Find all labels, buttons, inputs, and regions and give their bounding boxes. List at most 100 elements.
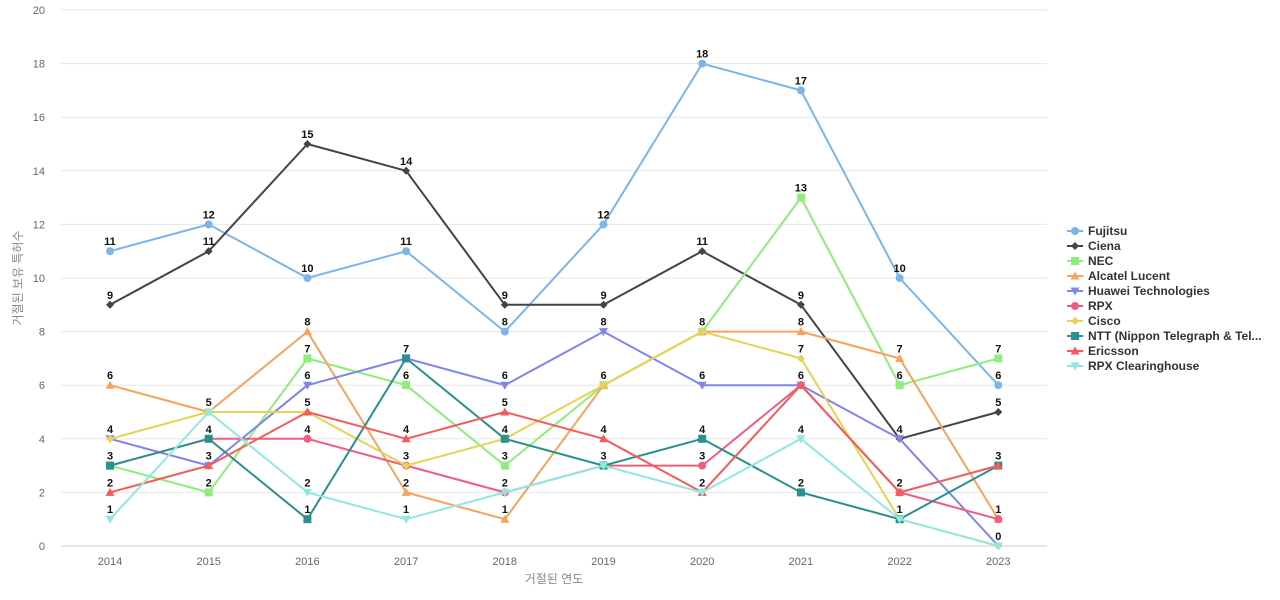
data-point bbox=[302, 407, 312, 416]
data-label: 6 bbox=[897, 370, 903, 382]
data-label: 1 bbox=[403, 504, 409, 516]
legend-label: RPX bbox=[1088, 299, 1113, 313]
series-line bbox=[109, 143, 999, 440]
data-label: 4 bbox=[897, 424, 904, 436]
data-label: 5 bbox=[502, 397, 508, 409]
legend-label: NTT (Nippon Telegraph & Tel... bbox=[1088, 329, 1262, 343]
data-label: 12 bbox=[597, 209, 609, 221]
data-label: 7 bbox=[403, 343, 409, 355]
data-label: 3 bbox=[107, 451, 113, 463]
legend-item[interactable]: Ericsson bbox=[1067, 344, 1139, 358]
data-label: 4 bbox=[206, 424, 213, 436]
data-label: 14 bbox=[400, 156, 413, 168]
legend-marker bbox=[1071, 242, 1079, 250]
data-label: 6 bbox=[403, 370, 409, 382]
data-label: 7 bbox=[798, 343, 804, 355]
data-label: 3 bbox=[206, 451, 212, 463]
data-point bbox=[402, 166, 411, 175]
data-labels: 1196432112115432151087654211411764321986… bbox=[104, 49, 1001, 543]
data-label: 4 bbox=[798, 424, 805, 436]
legend-marker bbox=[1071, 257, 1079, 265]
legend-item[interactable]: NTT (Nippon Telegraph & Tel... bbox=[1067, 329, 1262, 343]
legend-marker bbox=[1071, 332, 1079, 340]
y-tick-label: 14 bbox=[33, 166, 45, 178]
x-tick-label: 2014 bbox=[98, 556, 122, 568]
data-label: 4 bbox=[502, 424, 509, 436]
data-label: 2 bbox=[107, 477, 113, 489]
legend-marker bbox=[1071, 317, 1079, 325]
data-point bbox=[796, 300, 805, 309]
data-label: 6 bbox=[995, 370, 1001, 382]
data-label: 11 bbox=[203, 236, 215, 248]
data-point bbox=[106, 434, 114, 443]
data-point bbox=[796, 380, 806, 389]
data-point bbox=[402, 354, 411, 363]
data-label: 8 bbox=[600, 317, 606, 329]
data-point bbox=[106, 300, 114, 309]
data-point bbox=[599, 381, 608, 390]
legend-item[interactable]: Ciena bbox=[1067, 239, 1121, 253]
legend-label: NEC bbox=[1088, 254, 1114, 268]
x-tick-label: 2016 bbox=[295, 556, 319, 568]
data-label: 13 bbox=[795, 183, 807, 195]
legend-item[interactable]: Cisco bbox=[1067, 314, 1121, 328]
data-point bbox=[895, 381, 904, 390]
legend-item[interactable]: RPX Clearinghouse bbox=[1067, 359, 1200, 373]
legend-item[interactable]: Huawei Technologies bbox=[1067, 284, 1210, 298]
data-label: 6 bbox=[699, 370, 705, 382]
y-tick-label: 20 bbox=[33, 5, 45, 17]
legend-label: Fujitsu bbox=[1088, 224, 1127, 238]
data-point bbox=[303, 434, 312, 443]
data-point bbox=[303, 274, 312, 282]
data-label: 2 bbox=[502, 477, 508, 489]
x-tick-label: 2021 bbox=[789, 556, 813, 568]
data-point bbox=[698, 247, 707, 256]
data-label: 11 bbox=[104, 236, 116, 248]
data-label: 6 bbox=[798, 370, 804, 382]
data-point bbox=[994, 381, 1003, 390]
data-point bbox=[697, 381, 707, 390]
legend-item[interactable]: Fujitsu bbox=[1067, 224, 1127, 238]
data-label: 2 bbox=[403, 477, 409, 489]
data-label: 2 bbox=[699, 477, 705, 489]
data-point bbox=[994, 354, 1003, 363]
data-label: 5 bbox=[304, 397, 310, 409]
data-label: 7 bbox=[304, 343, 310, 355]
legend-item[interactable]: NEC bbox=[1067, 254, 1114, 268]
x-tick-label: 2022 bbox=[887, 556, 911, 568]
series-9 bbox=[105, 408, 1003, 551]
series-line bbox=[109, 330, 1000, 547]
data-label: 2 bbox=[897, 477, 903, 489]
data-label: 1 bbox=[107, 504, 113, 516]
legend-label: Cisco bbox=[1088, 314, 1121, 328]
legend-item[interactable]: Alcatel Lucent bbox=[1067, 269, 1170, 283]
legend-marker bbox=[1070, 287, 1080, 296]
data-point bbox=[500, 514, 510, 523]
data-point bbox=[599, 462, 608, 471]
legend-marker bbox=[1070, 346, 1080, 355]
y-tick-label: 6 bbox=[39, 380, 45, 392]
data-point bbox=[204, 247, 213, 256]
data-label: 4 bbox=[107, 424, 114, 436]
legend-label: Huawei Technologies bbox=[1088, 284, 1210, 298]
data-point bbox=[106, 247, 114, 256]
data-point bbox=[796, 86, 805, 95]
data-point bbox=[500, 327, 509, 336]
data-label: 4 bbox=[403, 424, 410, 436]
data-label: 5 bbox=[206, 397, 212, 409]
data-point bbox=[402, 461, 411, 470]
series-line bbox=[109, 357, 999, 521]
data-point bbox=[796, 435, 806, 444]
data-label: 7 bbox=[897, 343, 903, 355]
x-tick-label: 2019 bbox=[591, 556, 615, 568]
data-point bbox=[796, 488, 805, 497]
legend-item[interactable]: RPX bbox=[1067, 299, 1113, 313]
x-tick-label: 2017 bbox=[394, 556, 418, 568]
data-point bbox=[303, 515, 312, 524]
data-point bbox=[105, 380, 115, 389]
data-point bbox=[302, 488, 312, 497]
data-point bbox=[401, 487, 411, 496]
data-label: 3 bbox=[502, 451, 508, 463]
